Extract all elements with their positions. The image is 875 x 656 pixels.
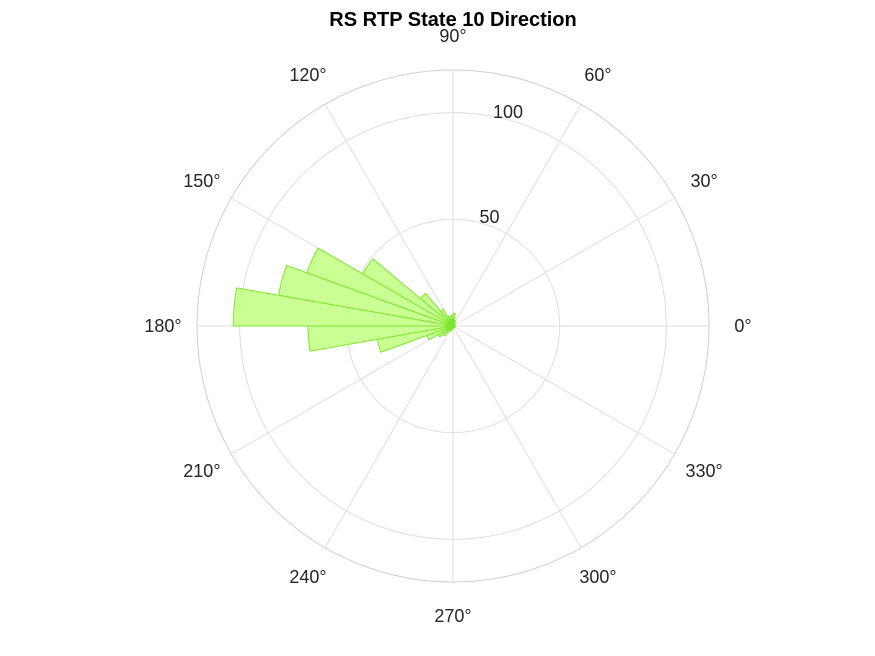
chart-title: RS RTP State 10 Direction <box>329 9 576 31</box>
spoke-240 <box>324 325 454 548</box>
angle-label-210: 210° <box>183 461 220 481</box>
bin-170-180 <box>232 287 454 327</box>
outer-ring <box>196 69 710 583</box>
angle-label-240: 240° <box>289 567 326 587</box>
angle-label-270: 270° <box>434 606 471 626</box>
radius-label-100: 100 <box>493 102 523 122</box>
angle-label-150: 150° <box>183 171 220 191</box>
axis-labels: 0° 30° 60° 90° 120° 150° 180° 210° 240° 270° 300° 3… <box>144 26 751 626</box>
angle-label-120: 120° <box>289 65 326 85</box>
angle-label-180: 180° <box>144 316 181 336</box>
spoke-330 <box>452 325 675 455</box>
bin-80-90 <box>452 312 456 327</box>
angle-label-300: 300° <box>579 567 616 587</box>
angle-label-0: 0° <box>734 316 751 336</box>
spoke-300 <box>452 325 582 548</box>
radius-label-50: 50 <box>479 207 499 227</box>
spoke-60 <box>452 104 582 327</box>
histogram-bins <box>232 247 456 353</box>
angle-label-60: 60° <box>584 65 611 85</box>
angle-label-330: 330° <box>685 461 722 481</box>
angle-label-90: 90° <box>439 26 466 46</box>
angle-label-30: 30° <box>690 171 717 191</box>
